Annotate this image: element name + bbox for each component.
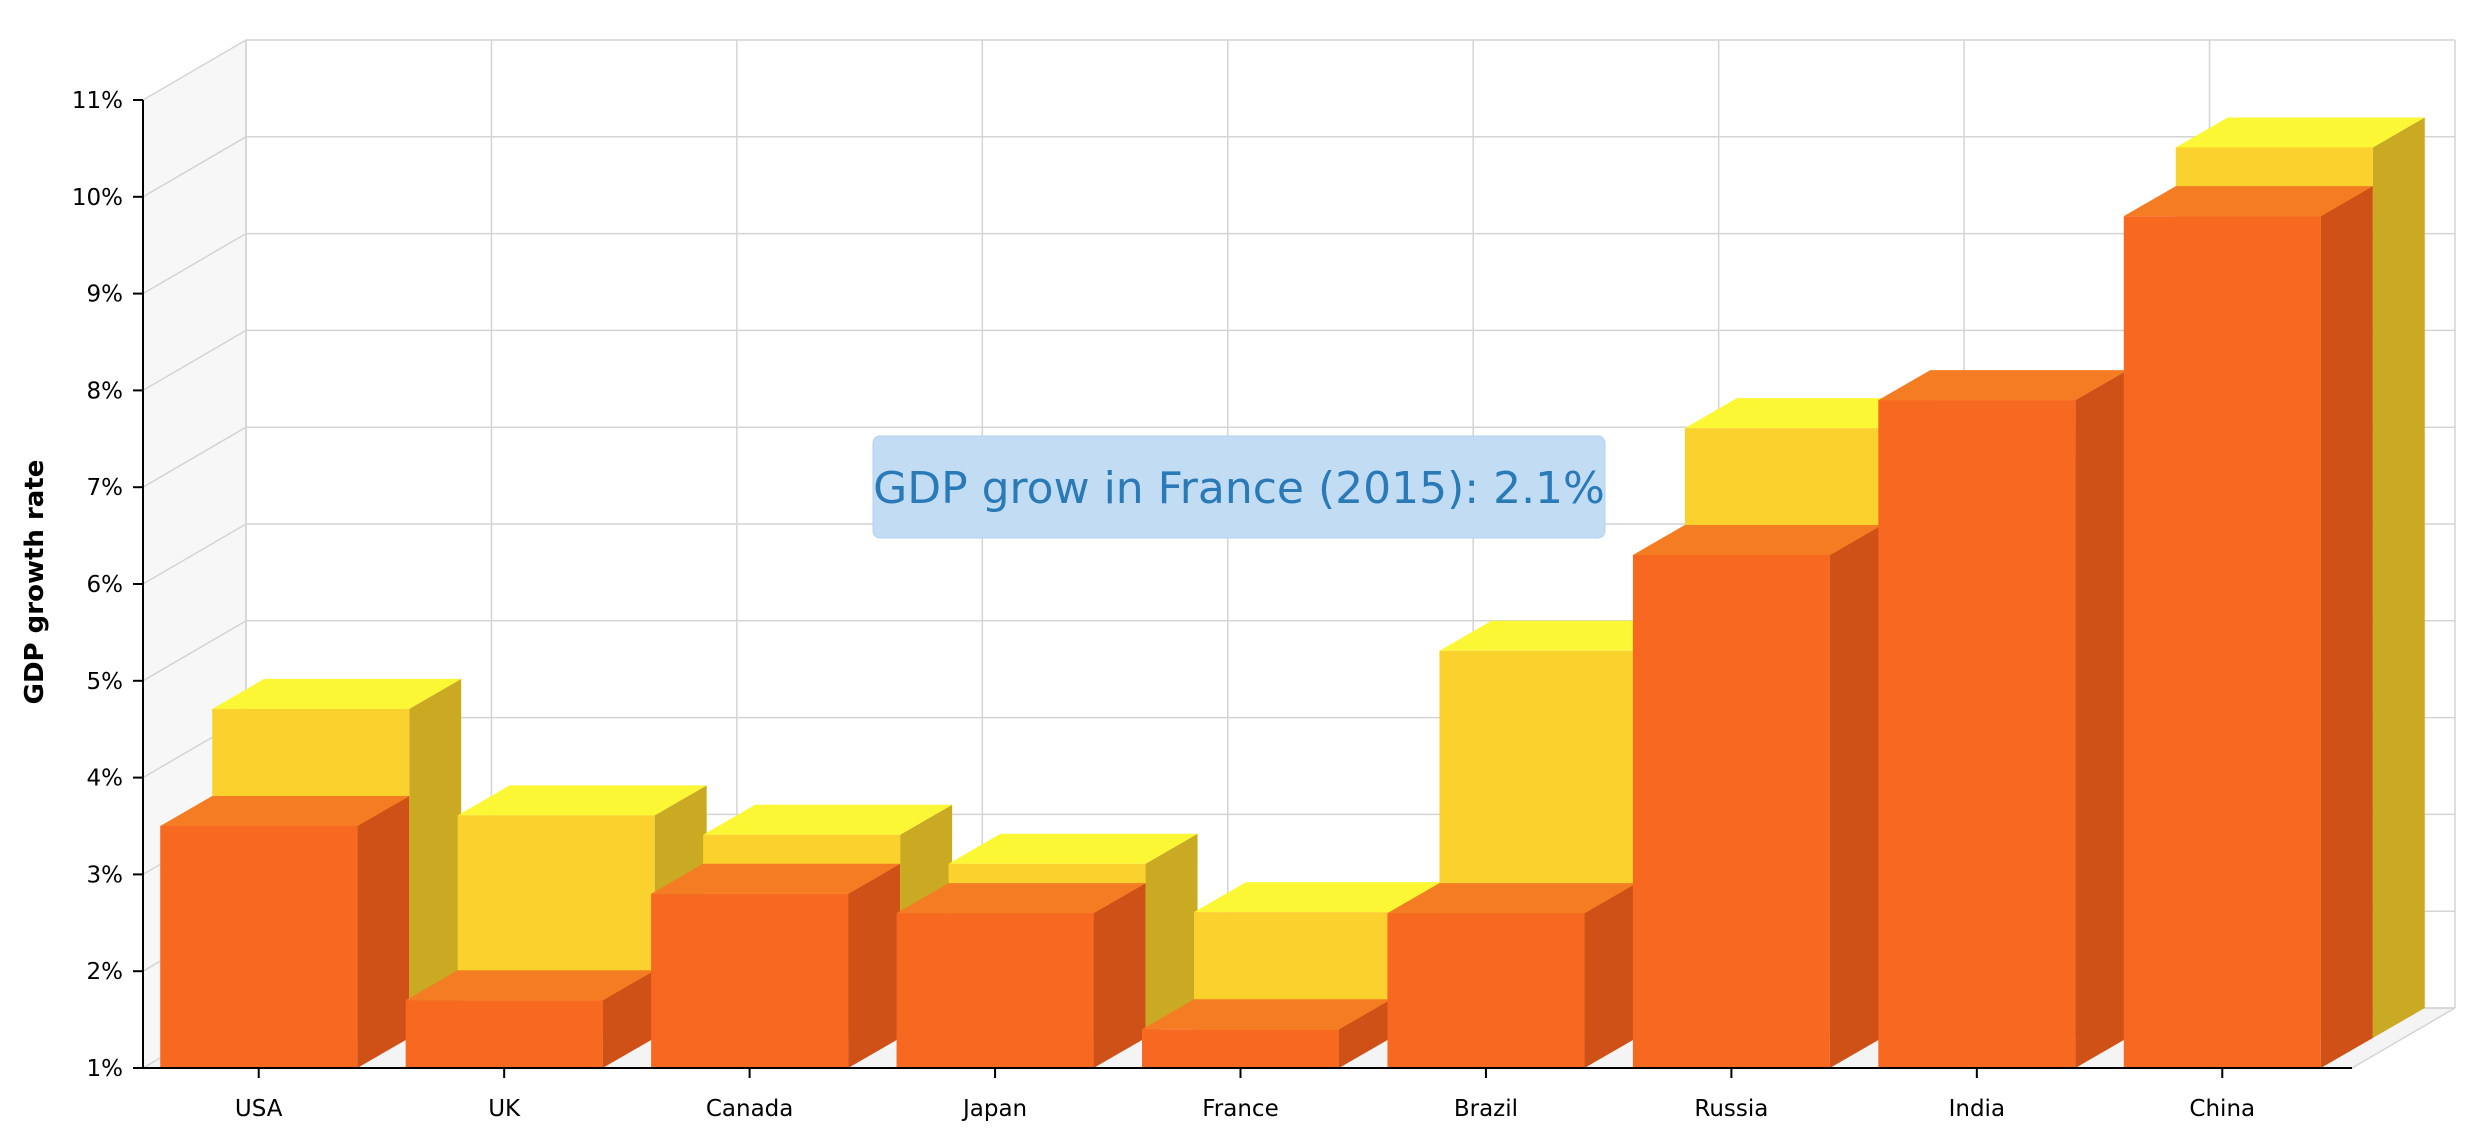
bar-2015-france[interactable] xyxy=(1142,999,1391,1068)
x-tick-label-brazil: Brazil xyxy=(1454,1096,1518,1122)
y-tick-label: 10% xyxy=(72,185,123,211)
bar-2015-canada-side xyxy=(848,863,901,1068)
bar-2015-russia-front xyxy=(1632,554,1830,1068)
bar-2015-uk-top xyxy=(405,970,655,1001)
bar-2015-china[interactable] xyxy=(2123,186,2373,1068)
bar-2015-russia[interactable] xyxy=(1632,524,1882,1068)
x-tick-label-usa: USA xyxy=(235,1096,283,1122)
tooltip-background xyxy=(872,435,1606,539)
bar-2016-canada-top xyxy=(703,804,953,835)
bar-2015-china-front xyxy=(2123,216,2321,1068)
floor-right-edge xyxy=(2351,1007,2456,1069)
bar-2016-china-side xyxy=(2372,117,2425,1038)
side-grid-line xyxy=(142,620,247,682)
y-tick-label: 5% xyxy=(87,669,124,695)
bar-2015-japan-top xyxy=(896,883,1146,914)
x-tick-label-india: India xyxy=(1949,1096,2005,1122)
x-tick-label-japan: Japan xyxy=(961,1096,1027,1122)
bar-2015-india-side xyxy=(2075,370,2128,1069)
bar-2015-uk-side xyxy=(602,970,655,1068)
bar-2015-brazil-top xyxy=(1387,883,1637,914)
bar-2015-japan-side xyxy=(1093,883,1146,1068)
bar-2015-china-side xyxy=(2320,186,2373,1068)
bar-2015-russia-side xyxy=(1829,524,1882,1068)
y-tick-label: 1% xyxy=(87,1056,124,1082)
bar-2015-brazil-front xyxy=(1387,913,1585,1068)
side-grid-line xyxy=(142,136,247,198)
bar-2015-uk-front xyxy=(405,1000,603,1068)
y-tick-label: 2% xyxy=(87,959,124,985)
tooltip: GDP grow in France (2015): 2.1% xyxy=(872,435,1606,539)
y-axis-title: GDP growth rate xyxy=(20,460,50,705)
x-tick-label-uk: UK xyxy=(488,1096,521,1122)
bar-2015-brazil-side xyxy=(1584,883,1637,1068)
bar-2016-japan-side xyxy=(1145,833,1198,1038)
bar-2015-brazil[interactable] xyxy=(1387,883,1637,1068)
bar-2015-canada-top xyxy=(651,863,901,894)
bar-2015-india-front xyxy=(1878,400,2076,1069)
bar-2016-france-top xyxy=(1194,882,1443,913)
x-tick-label-canada: Canada xyxy=(706,1096,794,1122)
bars xyxy=(160,117,2425,1069)
bar-2015-france-side xyxy=(1339,999,1391,1068)
side-grid-line xyxy=(142,232,247,295)
bar-2015-china-top xyxy=(2123,186,2373,217)
y-tick-label: 3% xyxy=(87,862,124,888)
y-tick-label: 4% xyxy=(87,766,124,792)
bar-2016-brazil-top xyxy=(1439,620,1689,651)
bar-2015-russia-top xyxy=(1632,524,1882,555)
bar-2015-india-top xyxy=(1878,370,2128,401)
side-grid-line xyxy=(142,426,247,488)
y-tick-label: 9% xyxy=(87,282,124,308)
bar-2015-canada-front xyxy=(651,893,849,1068)
bar-2015-usa-front xyxy=(160,826,358,1068)
y-tick-label: 7% xyxy=(87,475,124,501)
bar-2015-uk[interactable] xyxy=(405,970,655,1068)
bar-2015-france-front xyxy=(1142,1029,1339,1068)
y-tick-label: 8% xyxy=(87,378,124,404)
tooltip-text: GDP grow in France (2015): 2.1% xyxy=(873,463,1605,514)
bar-2015-usa-top xyxy=(160,796,410,826)
bar-2015-japan[interactable] xyxy=(896,883,1146,1068)
side-grid-line xyxy=(142,39,247,101)
bar-2016-russia-top xyxy=(1684,398,1934,429)
bar-2016-usa-top xyxy=(212,678,462,709)
axes: 1% 2% 3% 4% 5% 6% 7% 8% 9% 10% 11% USA UK Canada Japan… xyxy=(72,88,2352,1122)
bar-2015-usa-side xyxy=(357,796,410,1068)
bar-2015-india[interactable] xyxy=(1878,370,2128,1069)
bar-2016-uk-top xyxy=(457,785,707,816)
bar-2015-france-top xyxy=(1142,999,1391,1030)
side-grid-line xyxy=(142,329,247,392)
bar-2016-china-top xyxy=(2175,117,2425,148)
x-tick-label-china: China xyxy=(2189,1096,2255,1122)
y-tick-label: 6% xyxy=(87,572,124,598)
bar-2016-usa-side xyxy=(409,678,462,1038)
bar-2015-japan-front xyxy=(896,913,1094,1068)
bar-2016-japan-top xyxy=(948,833,1198,864)
side-grid-line xyxy=(142,523,247,585)
y-tick-label: 11% xyxy=(72,88,123,114)
x-tick-label-france: France xyxy=(1202,1096,1278,1122)
bar-2015-canada[interactable] xyxy=(651,863,901,1068)
bar-2015-usa[interactable] xyxy=(160,796,410,1068)
x-tick-label-russia: Russia xyxy=(1694,1096,1768,1122)
